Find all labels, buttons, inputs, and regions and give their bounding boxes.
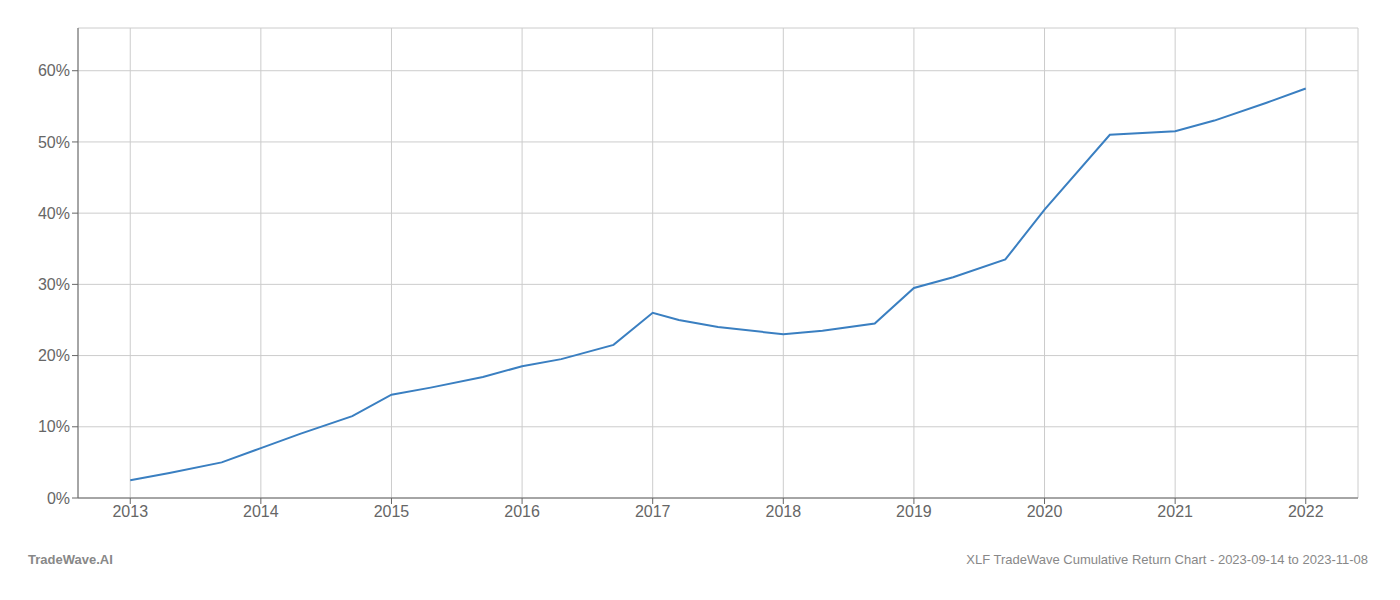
svg-text:10%: 10% bbox=[38, 418, 70, 435]
svg-text:2013: 2013 bbox=[112, 503, 148, 520]
svg-text:2020: 2020 bbox=[1027, 503, 1063, 520]
svg-text:2019: 2019 bbox=[896, 503, 932, 520]
svg-text:0%: 0% bbox=[47, 490, 70, 507]
svg-text:40%: 40% bbox=[38, 205, 70, 222]
svg-text:2021: 2021 bbox=[1157, 503, 1193, 520]
svg-text:2014: 2014 bbox=[243, 503, 279, 520]
svg-text:2016: 2016 bbox=[504, 503, 540, 520]
svg-text:2018: 2018 bbox=[766, 503, 802, 520]
svg-text:60%: 60% bbox=[38, 62, 70, 79]
svg-text:30%: 30% bbox=[38, 276, 70, 293]
svg-text:2022: 2022 bbox=[1288, 503, 1324, 520]
svg-text:50%: 50% bbox=[38, 134, 70, 151]
html-text:TradeWave.AI: TradeWave.AI bbox=[28, 552, 113, 567]
svg-text:2017: 2017 bbox=[635, 503, 671, 520]
svg-text:2015: 2015 bbox=[374, 503, 410, 520]
html-text:XLF TradeWave Cumulative Retur: XLF TradeWave Cumulative Return Chart - … bbox=[966, 552, 1368, 567]
svg-text:20%: 20% bbox=[38, 347, 70, 364]
